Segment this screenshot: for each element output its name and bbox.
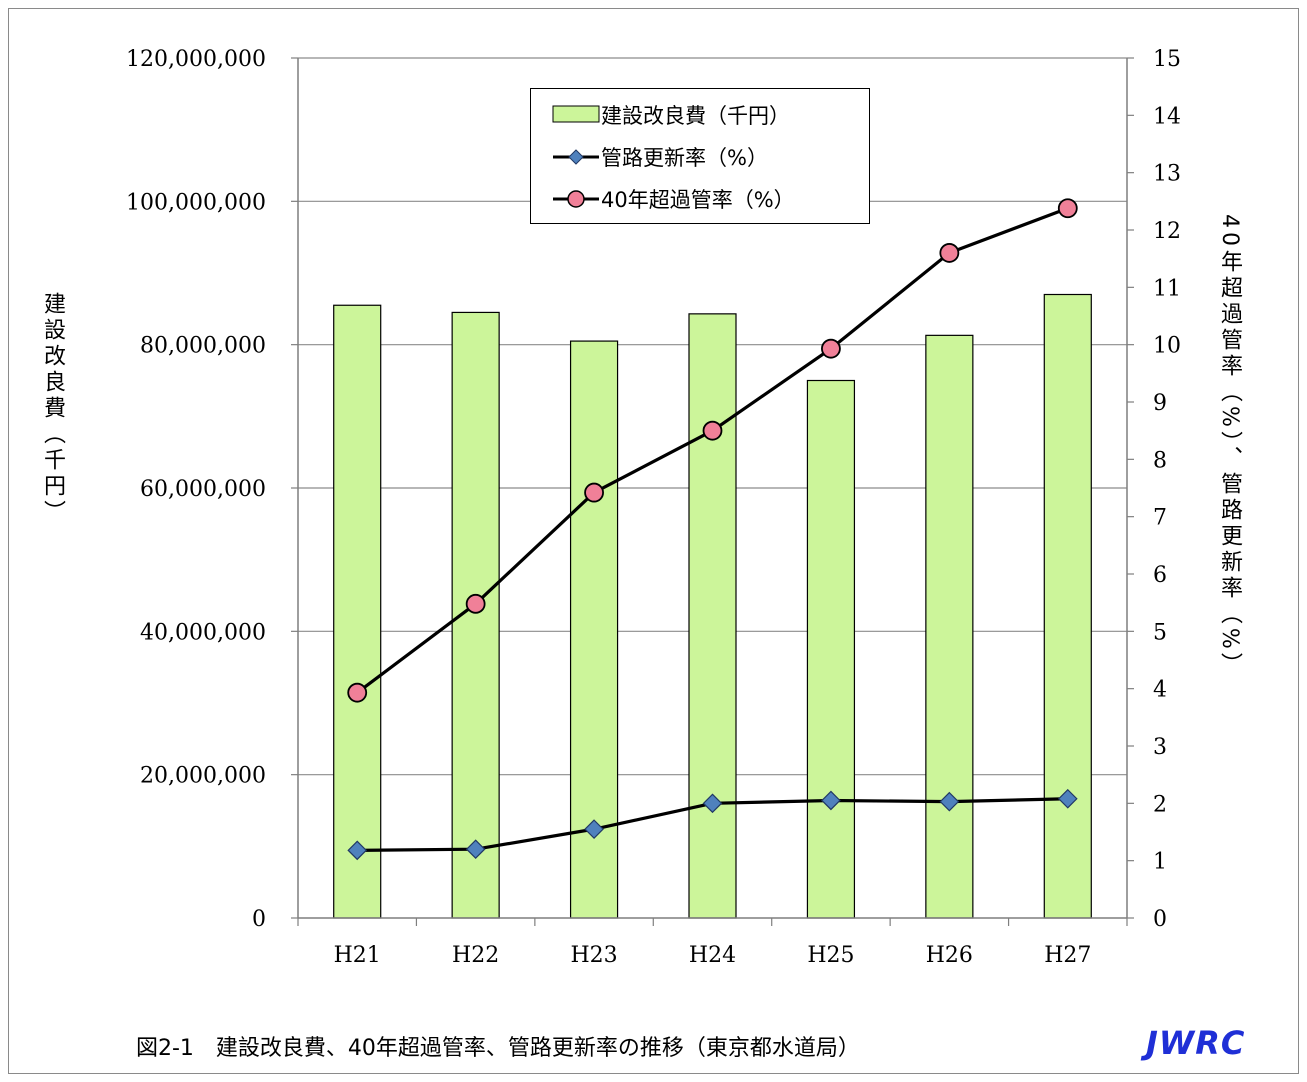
bar-H21 xyxy=(333,304,382,919)
y-axis-left-title: 建設改良費（千円） xyxy=(40,292,65,526)
y-right-tick-label: 12 xyxy=(1153,219,1181,244)
y-right-tick-label: 14 xyxy=(1153,104,1181,129)
aged-pipe-rate-point-H21 xyxy=(347,682,368,703)
x-tick-label-H21: H21 xyxy=(334,943,381,968)
y-right-tick-label: 0 xyxy=(1153,907,1167,932)
y-left-tick-label: 100,000,000 xyxy=(126,190,266,215)
y-right-tick-label: 3 xyxy=(1153,735,1167,760)
renewal-rate-point-H21 xyxy=(347,840,368,861)
x-tick-label-H25: H25 xyxy=(807,943,854,968)
y-left-tick-label: 120,000,000 xyxy=(126,47,266,72)
y-right-tick-label: 11 xyxy=(1153,276,1181,301)
bar-H27 xyxy=(1043,293,1092,919)
legend-diamond-swatch xyxy=(553,149,599,165)
y-right-tick-label: 6 xyxy=(1153,563,1167,588)
y-left-tick-label: 60,000,000 xyxy=(140,477,266,502)
legend-bar-swatch xyxy=(552,105,600,123)
aged-pipe-rate-point-H27 xyxy=(1057,198,1078,219)
x-tick-label-H23: H23 xyxy=(570,943,617,968)
y-left-tick-label: 80,000,000 xyxy=(140,334,266,359)
y-left-tick-label: 40,000,000 xyxy=(140,620,266,645)
y-right-tick-label: 8 xyxy=(1153,448,1167,473)
legend-circle-swatch xyxy=(553,190,599,208)
legend-item-renewal-rate: 管路更新率（%） xyxy=(531,137,768,177)
legend-label-aged-pipe-rate: 40年超過管率（%） xyxy=(601,188,795,212)
aged-pipe-rate-point-H24 xyxy=(702,420,723,441)
y-right-tick-label: 2 xyxy=(1153,792,1167,817)
renewal-rate-point-H25 xyxy=(821,790,841,811)
legend-label-renewal-rate: 管路更新率（%） xyxy=(601,146,768,170)
y-right-tick-label: 9 xyxy=(1153,391,1167,416)
renewal-rate-point-H23 xyxy=(584,819,604,839)
y-right-tick-label: 1 xyxy=(1153,850,1167,875)
renewal-rate-point-H26 xyxy=(939,791,960,812)
aged-pipe-rate-point-H22 xyxy=(465,593,486,614)
y-right-tick-label: 5 xyxy=(1153,620,1167,645)
y-left-tick-label: 20,000,000 xyxy=(140,764,266,789)
y-right-tick-label: 15 xyxy=(1153,47,1181,72)
legend-item-construction-cost: 建設改良費（千円） xyxy=(531,95,790,135)
y-right-tick-label: 10 xyxy=(1153,334,1181,359)
aged-pipe-rate-point-H23 xyxy=(584,482,604,503)
x-tick-label-H26: H26 xyxy=(926,943,973,968)
legend: 建設改良費（千円） 管路更新率（%） 40年超過管率（%） xyxy=(530,88,870,224)
jwrc-logo: JWRC xyxy=(1146,1024,1246,1062)
x-tick-label-H22: H22 xyxy=(452,943,499,968)
renewal-rate-point-H24 xyxy=(702,793,723,814)
bar-H25 xyxy=(806,379,856,919)
y-axis-right-title: 40年超過管率（%）、管路更新率（%） xyxy=(1217,214,1242,679)
y-left-tick-label: 0 xyxy=(252,907,266,932)
renewal-rate-point-H22 xyxy=(465,839,486,860)
bar-H26 xyxy=(925,334,974,919)
bar-H24 xyxy=(688,313,737,919)
renewal-rate-point-H27 xyxy=(1057,788,1078,809)
y-right-tick-label: 4 xyxy=(1153,678,1167,703)
aged-pipe-rate-point-H25 xyxy=(821,338,841,359)
legend-label-construction-cost: 建設改良費（千円） xyxy=(601,104,790,128)
y-right-tick-label: 7 xyxy=(1153,506,1167,531)
y-right-tick-label: 13 xyxy=(1153,162,1181,187)
figure-caption: 図2-1 建設改良費、40年超過管率、管路更新率の推移（東京都水道局） xyxy=(136,1036,860,1061)
x-tick-label-H27: H27 xyxy=(1044,943,1091,968)
legend-item-aged-pipe-rate: 40年超過管率（%） xyxy=(531,179,795,219)
x-tick-label-H24: H24 xyxy=(689,943,736,968)
aged-pipe-rate-point-H26 xyxy=(939,243,960,263)
